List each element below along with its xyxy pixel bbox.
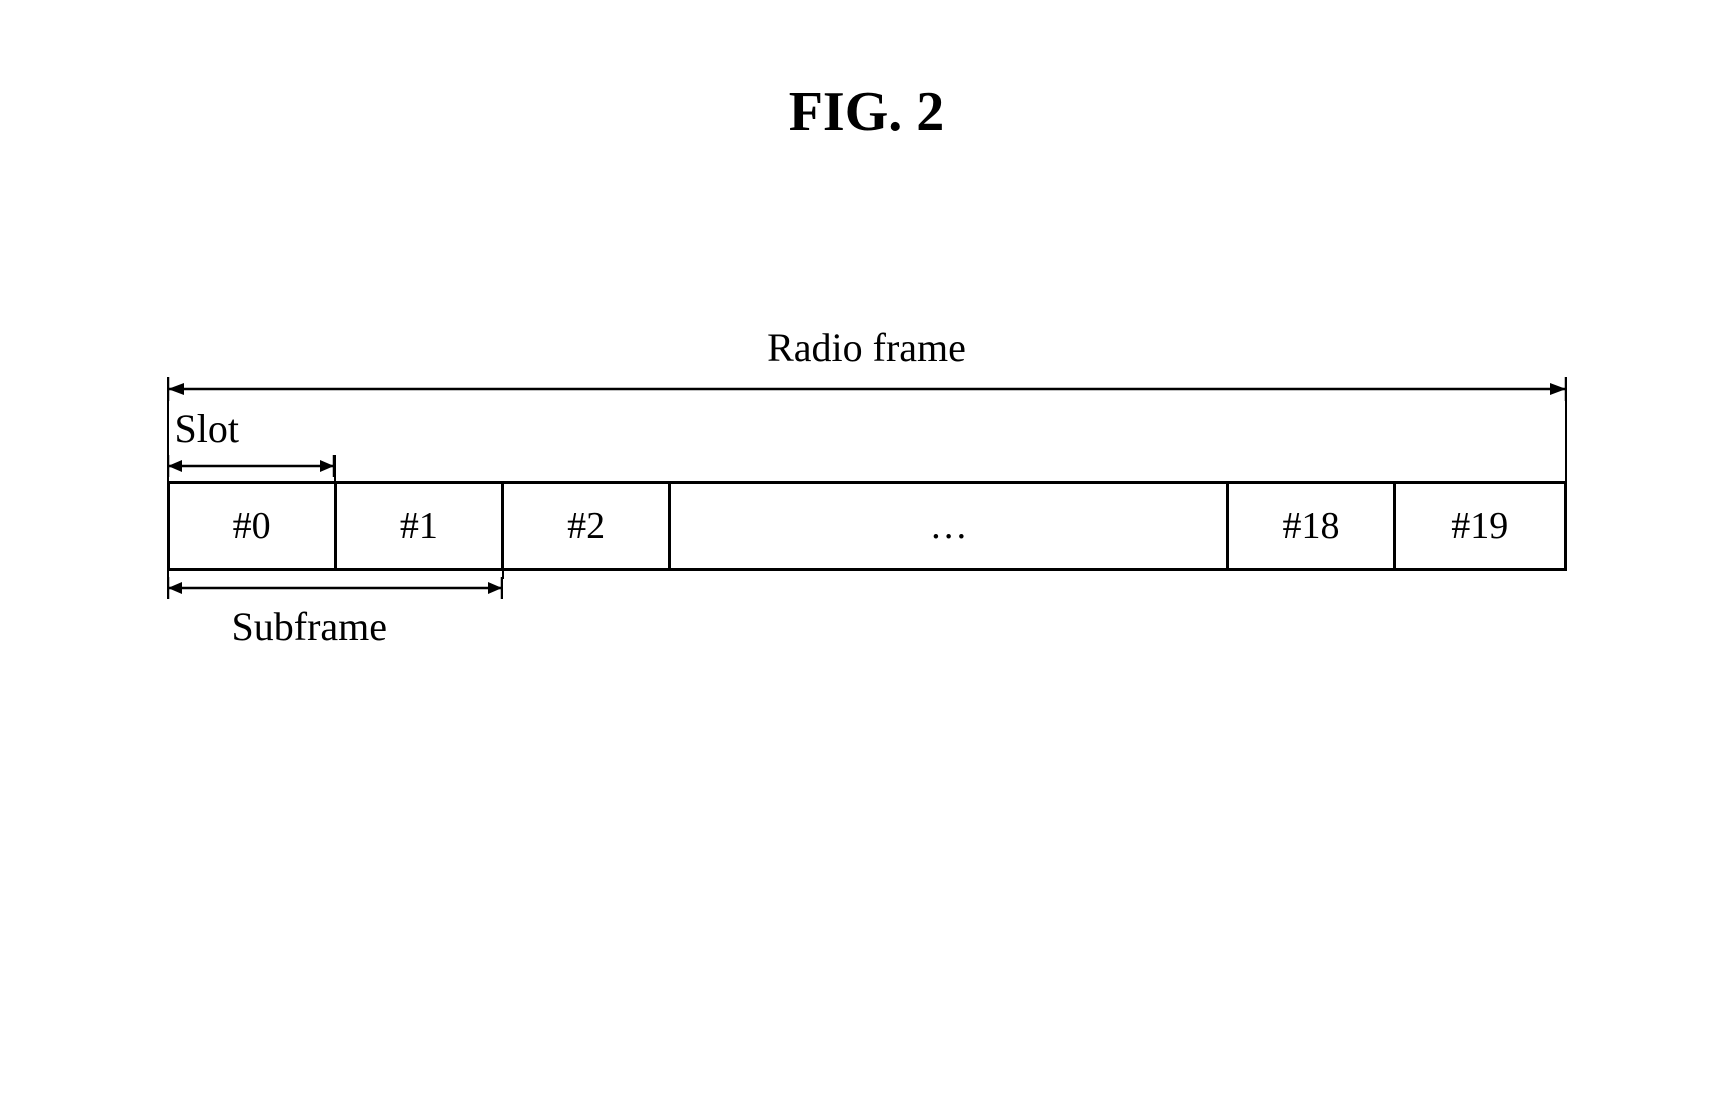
sf-right-tick-ext: [502, 571, 504, 579]
radio-frame-label: Radio frame: [167, 324, 1567, 371]
slot-span: [167, 455, 335, 477]
slot-cell-19: #19: [1396, 484, 1563, 568]
slot-cell-2: #2: [504, 484, 671, 568]
subframe-span: [167, 577, 503, 599]
slot-cell-18: #18: [1229, 484, 1396, 568]
subframe-label: Subframe: [232, 603, 388, 650]
slot-right-tick-extension: [334, 455, 336, 481]
radio-frame-span: [167, 377, 1567, 401]
slot-cell-0: #0: [170, 484, 337, 568]
frame-diagram: Radio frame Slot: [167, 324, 1567, 653]
slot-label-row: Slot: [167, 405, 1567, 455]
subframe-span-row: [167, 577, 1567, 599]
subframe-label-row: Subframe: [167, 603, 1567, 653]
rf-left-cont: [167, 451, 169, 481]
rf-right-cont: [1565, 451, 1567, 481]
figure-title: FIG. 2: [789, 80, 945, 144]
slot-cell-ellipsis: …: [671, 484, 1229, 568]
slot-label: Slot: [175, 405, 239, 452]
slots-row: #0 #1 #2 … #18 #19: [167, 481, 1567, 571]
slot-span-row: [167, 455, 1567, 477]
slot-cell-1: #1: [337, 484, 504, 568]
sf-left-tick-ext: [167, 571, 169, 579]
